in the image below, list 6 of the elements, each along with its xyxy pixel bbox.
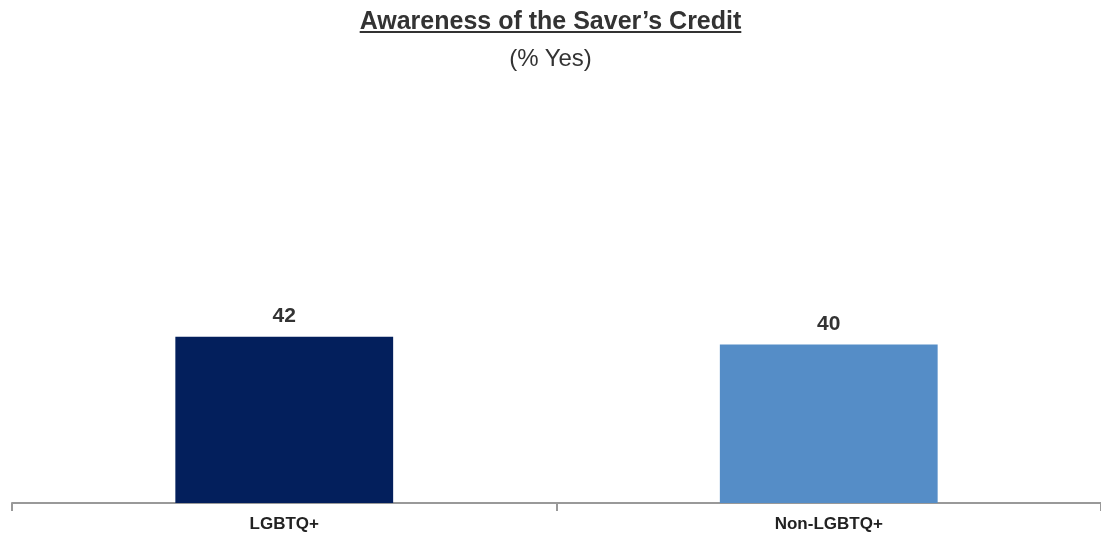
chart-title: Awareness of the Saver’s Credit <box>359 6 742 34</box>
x-tick-label: Non-LGBTQ+ <box>774 514 883 533</box>
chart-subtitle: (% Yes) <box>508 44 593 72</box>
data-label: 42 <box>272 302 296 326</box>
x-tick-label: LGBTQ+ <box>249 514 320 533</box>
data-label: 40 <box>817 310 841 334</box>
